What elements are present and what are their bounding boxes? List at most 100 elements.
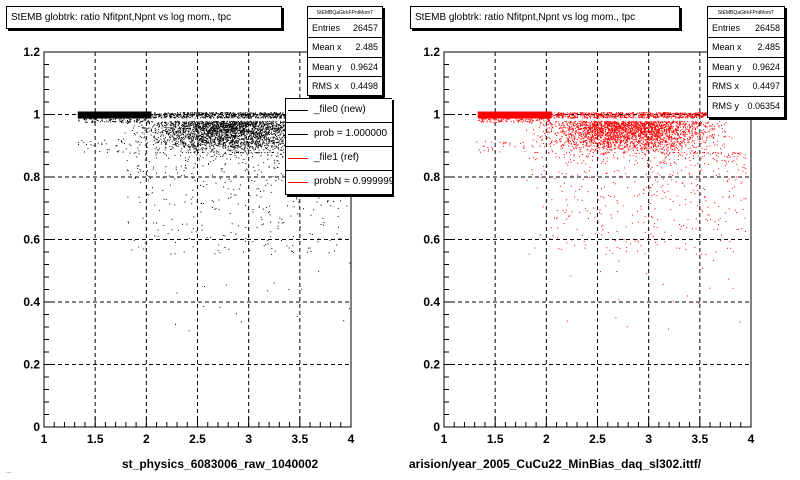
data-point bbox=[170, 132, 172, 133]
data-point bbox=[266, 114, 268, 116]
data-point bbox=[259, 145, 261, 146]
data-point bbox=[181, 117, 183, 119]
data-point bbox=[175, 126, 177, 128]
data-point bbox=[141, 126, 143, 128]
data-point bbox=[337, 207, 339, 209]
data-point bbox=[203, 128, 205, 129]
data-point bbox=[632, 114, 634, 116]
data-point bbox=[173, 115, 175, 117]
data-point bbox=[182, 144, 184, 146]
data-point bbox=[233, 126, 235, 127]
data-point bbox=[181, 116, 183, 118]
data-point bbox=[190, 114, 192, 116]
data-point bbox=[258, 127, 260, 129]
data-point bbox=[180, 143, 182, 145]
data-point bbox=[136, 165, 138, 167]
data-point bbox=[174, 124, 176, 126]
data-point bbox=[259, 205, 260, 207]
data-point bbox=[101, 143, 103, 145]
data-point bbox=[263, 134, 265, 136]
data-point bbox=[217, 139, 218, 141]
x-tick-label: 1.5 bbox=[87, 432, 104, 446]
data-point bbox=[250, 152, 252, 154]
data-point bbox=[266, 123, 268, 125]
data-point bbox=[236, 152, 237, 154]
data-point bbox=[159, 115, 161, 117]
data-point bbox=[242, 142, 244, 144]
data-point bbox=[247, 130, 249, 132]
data-point bbox=[610, 114, 611, 116]
data-point bbox=[247, 112, 248, 114]
data-point bbox=[156, 149, 158, 151]
data-point bbox=[234, 114, 236, 116]
stats-value: 0.9624 bbox=[350, 61, 378, 72]
data-point bbox=[140, 141, 142, 143]
data-point bbox=[183, 113, 185, 114]
data-point bbox=[163, 152, 164, 154]
data-point bbox=[657, 114, 659, 116]
data-point bbox=[224, 113, 226, 115]
data-point bbox=[259, 140, 261, 142]
data-point bbox=[147, 121, 149, 123]
data-point bbox=[221, 133, 223, 135]
data-point bbox=[184, 146, 186, 148]
data-point bbox=[609, 116, 611, 118]
data-point bbox=[202, 124, 204, 126]
data-point bbox=[203, 143, 205, 145]
data-point bbox=[262, 139, 263, 141]
data-point bbox=[220, 125, 222, 127]
data-point bbox=[211, 133, 212, 135]
data-point bbox=[143, 133, 145, 135]
data-point bbox=[193, 146, 195, 148]
data-point bbox=[189, 146, 191, 148]
chart-title-left: StEMB globtrk: ratio Nfitpnt,Npnt vs log… bbox=[6, 6, 282, 29]
data-point bbox=[219, 136, 221, 138]
data-point bbox=[274, 162, 276, 164]
data-point bbox=[136, 141, 138, 143]
data-point bbox=[281, 146, 283, 148]
data-point bbox=[249, 115, 251, 117]
data-point bbox=[585, 113, 586, 115]
data-point bbox=[236, 137, 238, 139]
data-point bbox=[203, 139, 205, 141]
data-point bbox=[282, 174, 284, 176]
data-point bbox=[280, 139, 282, 141]
data-point bbox=[218, 129, 220, 131]
data-point bbox=[168, 112, 170, 114]
data-point bbox=[186, 121, 187, 123]
data-point bbox=[224, 133, 226, 134]
data-point bbox=[170, 114, 171, 116]
data-point bbox=[202, 150, 204, 152]
data-point bbox=[233, 135, 235, 136]
data-point bbox=[154, 131, 156, 133]
data-point bbox=[146, 175, 148, 177]
data-point bbox=[255, 128, 257, 130]
data-point bbox=[228, 178, 230, 180]
data-point bbox=[643, 113, 645, 115]
data-point bbox=[183, 127, 184, 129]
data-point bbox=[208, 132, 209, 134]
data-point bbox=[214, 121, 216, 123]
x-tick-label: 4 bbox=[348, 432, 355, 446]
data-point bbox=[200, 211, 202, 213]
data-point bbox=[186, 113, 188, 115]
data-point bbox=[210, 134, 212, 136]
data-point bbox=[228, 117, 230, 119]
data-point bbox=[201, 128, 203, 130]
data-point bbox=[273, 120, 275, 122]
data-point bbox=[632, 115, 634, 117]
data-point bbox=[267, 243, 269, 245]
data-point bbox=[120, 141, 122, 142]
data-point bbox=[217, 250, 219, 252]
data-point bbox=[154, 135, 155, 137]
data-point bbox=[278, 143, 280, 145]
data-point bbox=[240, 152, 242, 154]
data-point bbox=[186, 145, 188, 147]
data-point bbox=[621, 114, 623, 116]
data-point bbox=[246, 168, 247, 170]
data-point bbox=[245, 142, 247, 144]
data-point bbox=[232, 123, 233, 125]
data-point bbox=[238, 112, 240, 114]
data-point bbox=[188, 156, 190, 158]
data-point bbox=[213, 152, 215, 153]
